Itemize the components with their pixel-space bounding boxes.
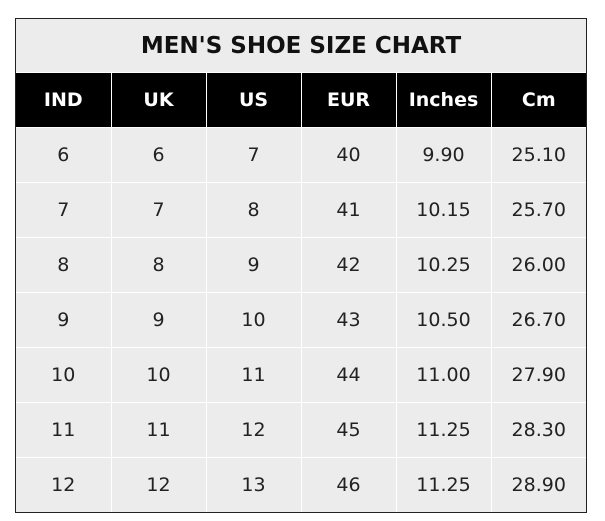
header-ind: IND [16,73,112,128]
cell-uk: 8 [110,237,207,293]
cell-cm: 27.90 [490,347,586,403]
size-table: IND UK US EUR Inches Cm 6 6 7 40 9.90 25.10 7 7… [16,73,586,512]
cell-ind: 7 [16,182,112,238]
size-chart: MEN'S SHOE SIZE CHART IND UK US EUR Inch… [15,18,587,513]
cell-inches: 9.90 [395,127,492,183]
cell-eur: 41 [300,182,397,238]
table-row: 9 9 10 43 10.50 26.70 [16,292,586,348]
table-row: 10 10 11 44 11.00 27.90 [16,347,586,403]
cell-eur: 45 [300,402,397,458]
table-row: 11 11 12 45 11.25 28.30 [16,402,586,458]
cell-eur: 40 [300,127,397,183]
cell-us: 13 [205,457,302,512]
cell-uk: 10 [110,347,207,403]
cell-eur: 43 [300,292,397,348]
cell-us: 8 [205,182,302,238]
cell-us: 7 [205,127,302,183]
cell-cm: 28.90 [490,457,586,512]
cell-us: 12 [205,402,302,458]
cell-inches: 11.00 [395,347,492,403]
cell-inches: 11.25 [395,402,492,458]
cell-ind: 10 [16,347,112,403]
cell-ind: 11 [16,402,112,458]
cell-eur: 42 [300,237,397,293]
header-inches: Inches [395,73,492,128]
cell-inches: 11.25 [395,457,492,512]
cell-cm: 26.00 [490,237,586,293]
header-row: IND UK US EUR Inches Cm [16,73,586,128]
cell-inches: 10.25 [395,237,492,293]
header-eur: EUR [300,73,397,128]
cell-eur: 44 [300,347,397,403]
cell-uk: 9 [110,292,207,348]
cell-us: 10 [205,292,302,348]
chart-title: MEN'S SHOE SIZE CHART [16,19,586,73]
header-cm: Cm [490,73,586,128]
header-us: US [205,73,302,128]
cell-us: 11 [205,347,302,403]
cell-ind: 8 [16,237,112,293]
cell-ind: 12 [16,457,112,512]
table-row: 12 12 13 46 11.25 28.90 [16,457,586,512]
cell-eur: 46 [300,457,397,512]
cell-cm: 25.70 [490,182,586,238]
cell-cm: 26.70 [490,292,586,348]
table-row: 7 7 8 41 10.15 25.70 [16,182,586,238]
header-uk: UK [110,73,207,128]
cell-ind: 6 [16,127,112,183]
cell-uk: 11 [110,402,207,458]
cell-uk: 12 [110,457,207,512]
cell-inches: 10.15 [395,182,492,238]
cell-ind: 9 [16,292,112,348]
table-row: 6 6 7 40 9.90 25.10 [16,127,586,183]
cell-cm: 25.10 [490,127,586,183]
table-row: 8 8 9 42 10.25 26.00 [16,237,586,293]
cell-cm: 28.30 [490,402,586,458]
cell-uk: 6 [110,127,207,183]
cell-inches: 10.50 [395,292,492,348]
cell-uk: 7 [110,182,207,238]
cell-us: 9 [205,237,302,293]
